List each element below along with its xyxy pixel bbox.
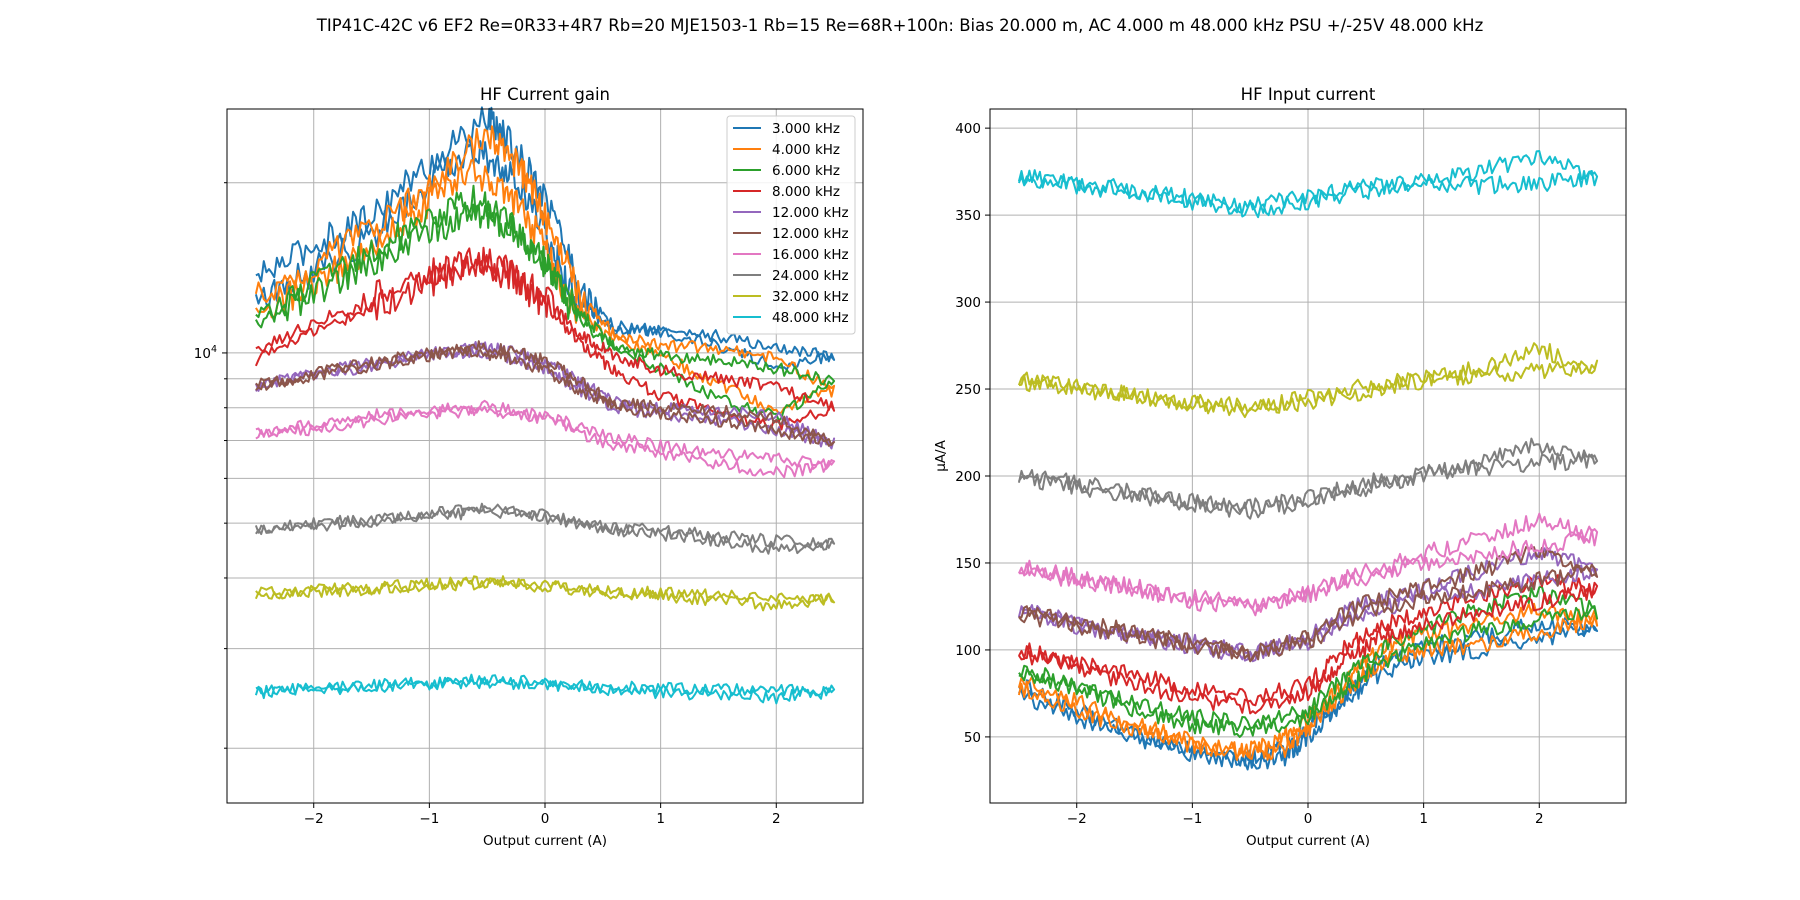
x-tick-label: 1 bbox=[1419, 811, 1428, 827]
legend-entry-label: 3.000 kHz bbox=[772, 121, 840, 137]
series-line-input-3 bbox=[1018, 585, 1599, 738]
series-line-gain-10 bbox=[254, 673, 836, 705]
figure-suptitle: TIP41C-42C v6 EF2 Re=0R33+4R7 Rb=20 MJE1… bbox=[316, 16, 1483, 35]
series-line-gain-9 bbox=[254, 575, 836, 612]
legend-entry-label: 12.000 kHz bbox=[772, 226, 849, 242]
x-tick-label: 0 bbox=[541, 811, 550, 827]
series-line-input-2 bbox=[1017, 602, 1599, 761]
legend-entry-label: 12.000 kHz bbox=[772, 205, 849, 221]
y-tick-label: 350 bbox=[955, 208, 981, 224]
ticks-current-gain: −2 −1 0 1 2 104 bbox=[194, 182, 781, 827]
x-tick-label: −2 bbox=[1067, 811, 1087, 827]
xlabel-input-current: Output current (A) bbox=[1246, 833, 1370, 849]
y-tick-label: 150 bbox=[955, 556, 981, 572]
series-line-gain-2 bbox=[254, 125, 836, 415]
y-tick-label: 104 bbox=[194, 344, 217, 362]
series-lines-current-gain bbox=[254, 106, 836, 705]
series-line-input-6 bbox=[1018, 546, 1599, 663]
series-line-input-8 bbox=[1017, 437, 1599, 520]
x-tick-label: −2 bbox=[304, 811, 324, 827]
series-line-gain-6 bbox=[255, 340, 836, 447]
plot-current-gain: −2 −1 0 1 2 104 HF Current gain Output curren… bbox=[194, 85, 864, 849]
legend-entry-label: 4.000 kHz bbox=[772, 142, 840, 158]
y-tick-label: 50 bbox=[964, 730, 981, 746]
ylabel-input-current: µA/A bbox=[933, 439, 949, 471]
xlabel-current-gain: Output current (A) bbox=[483, 833, 607, 849]
legend-entry-label: 6.000 kHz bbox=[772, 163, 840, 179]
legend-entry-label: 32.000 kHz bbox=[772, 289, 849, 305]
y-tick-label: 300 bbox=[955, 295, 981, 311]
series-line-input-4 bbox=[1018, 574, 1599, 715]
series-line-gain-4 bbox=[254, 246, 836, 431]
y-tick-label: 100 bbox=[955, 643, 981, 659]
y-tick-label: 250 bbox=[955, 382, 981, 398]
x-tick-label: 1 bbox=[656, 811, 665, 827]
legend-entry-label: 24.000 kHz bbox=[772, 268, 849, 284]
title-current-gain: HF Current gain bbox=[480, 85, 610, 104]
x-tick-label: 0 bbox=[1304, 811, 1313, 827]
y-tick-label: 400 bbox=[955, 121, 981, 137]
x-tick-label: 2 bbox=[1535, 811, 1544, 827]
series-line-input-7 bbox=[1017, 512, 1599, 617]
series-line-gain-7 bbox=[255, 399, 836, 479]
legend: 3.000 kHz 4.000 kHz 6.000 kHz 8.000 kHz 12.0… bbox=[726, 115, 856, 335]
legend-entry-label: 16.000 kHz bbox=[772, 247, 849, 263]
series-line-input-9 bbox=[1017, 342, 1599, 419]
legend-entry-label: 48.000 kHz bbox=[772, 310, 849, 326]
y-tick-label: 200 bbox=[955, 469, 981, 485]
series-line-input-10 bbox=[1017, 150, 1599, 219]
series-line-gain-3 bbox=[255, 184, 836, 422]
title-input-current: HF Input current bbox=[1241, 85, 1376, 104]
series-line-gain-8 bbox=[254, 502, 836, 555]
legend-entry-label: 8.000 kHz bbox=[772, 184, 840, 200]
x-tick-label: 2 bbox=[772, 811, 781, 827]
series-lines-input-current bbox=[1017, 150, 1599, 771]
x-tick-label: −1 bbox=[1182, 811, 1202, 827]
x-tick-label: −1 bbox=[419, 811, 439, 827]
